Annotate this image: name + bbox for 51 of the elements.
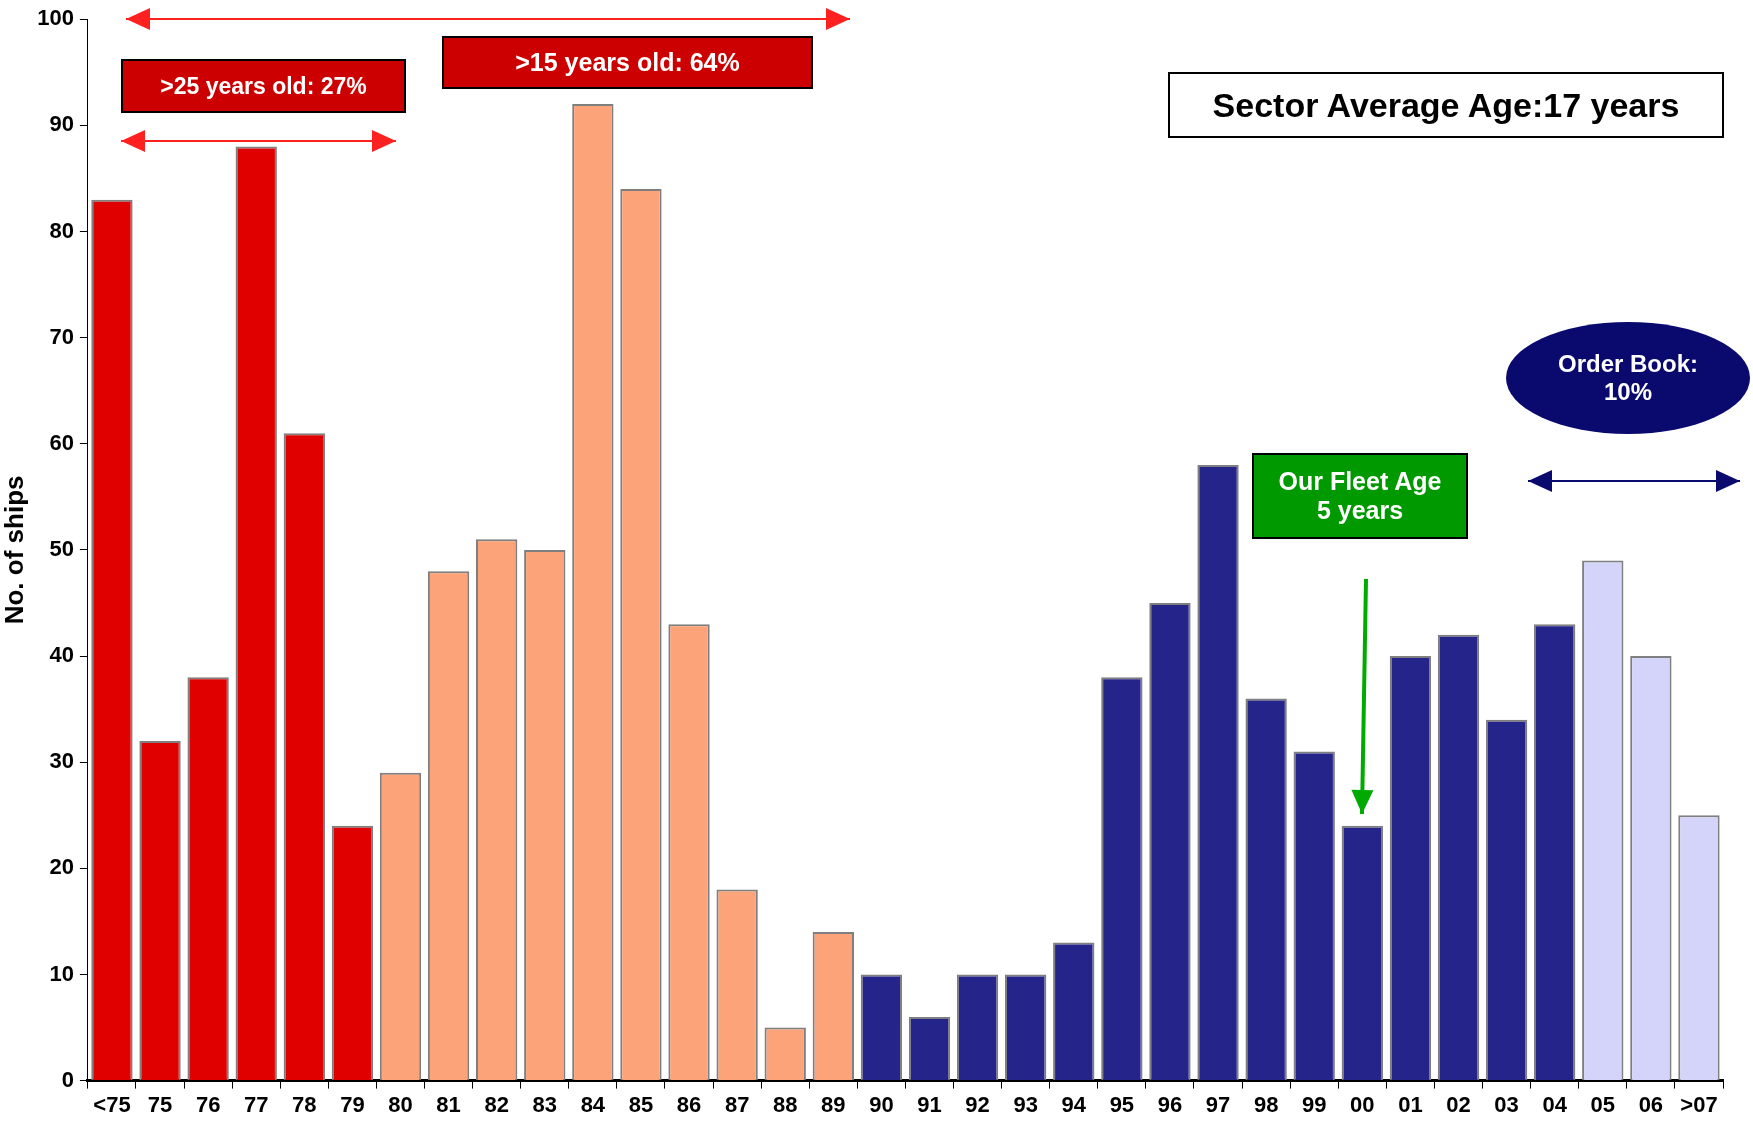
x-tick-label: >07	[1680, 1091, 1718, 1117]
y-tick-label: 100	[37, 5, 74, 31]
x-tick-label: 05	[1590, 1091, 1616, 1117]
x-tick-label: 89	[821, 1091, 846, 1117]
x-tick-label: 00	[1350, 1091, 1375, 1117]
x-tick-label: 97	[1205, 1091, 1231, 1117]
x-tick-label: 06	[1638, 1091, 1664, 1117]
x-tick-label: 80	[388, 1091, 413, 1117]
x-tick-label: 77	[243, 1091, 269, 1117]
y-tick-label: 80	[49, 217, 74, 243]
y-tick-label: 60	[49, 429, 74, 455]
y-tick-label: 30	[49, 748, 74, 774]
x-tick-label: 95	[1109, 1091, 1135, 1117]
x-tick-label: 82	[484, 1091, 509, 1117]
y-tick-label: 20	[49, 854, 74, 880]
x-tick-label: 94	[1061, 1091, 1087, 1117]
x-tick-label: <75	[93, 1091, 131, 1117]
x-tick-label: 91	[917, 1091, 942, 1117]
callout-box: >25 years old: 27%	[121, 59, 406, 113]
x-tick-label: 81	[436, 1091, 461, 1117]
y-tick-label: 70	[49, 323, 74, 349]
x-tick-label: 99	[1301, 1091, 1327, 1117]
x-tick-label: 90	[869, 1091, 894, 1117]
x-tick-label: 04	[1542, 1091, 1568, 1117]
callout-box: Our Fleet Age 5 years	[1252, 453, 1468, 539]
x-tick-label: 83	[532, 1091, 558, 1117]
y-axis-title: No. of ships	[0, 475, 29, 625]
x-tick-label: 93	[1013, 1091, 1038, 1117]
y-tick-label: 90	[49, 111, 74, 137]
oval-callout: Order Book: 10%	[1506, 322, 1750, 434]
x-tick-label: 75	[147, 1091, 173, 1117]
x-tick-label: 03	[1494, 1091, 1519, 1117]
x-tick-label: 92	[965, 1091, 990, 1117]
y-tick-label: 10	[49, 960, 74, 986]
x-tick-label: 98	[1253, 1091, 1279, 1117]
callout-box: >15 years old: 64%	[442, 36, 813, 89]
x-tick-label: 85	[628, 1091, 654, 1117]
x-tick-label: 02	[1446, 1091, 1471, 1117]
x-tick-label: 87	[724, 1091, 750, 1117]
x-tick-label: 86	[676, 1091, 702, 1117]
y-tick-label: 40	[49, 642, 74, 668]
x-tick-label: 88	[772, 1091, 798, 1117]
y-tick-label: 50	[49, 535, 74, 561]
x-tick-label: 01	[1398, 1091, 1423, 1117]
x-tick-label: 76	[195, 1091, 221, 1117]
y-tick-label: 0	[61, 1066, 74, 1092]
x-tick-label: 84	[580, 1091, 606, 1117]
x-tick-label: 79	[340, 1091, 365, 1117]
x-tick-label: 96	[1157, 1091, 1183, 1117]
callout-box: Sector Average Age:17 years	[1168, 72, 1724, 138]
x-tick-label: 78	[292, 1091, 317, 1117]
